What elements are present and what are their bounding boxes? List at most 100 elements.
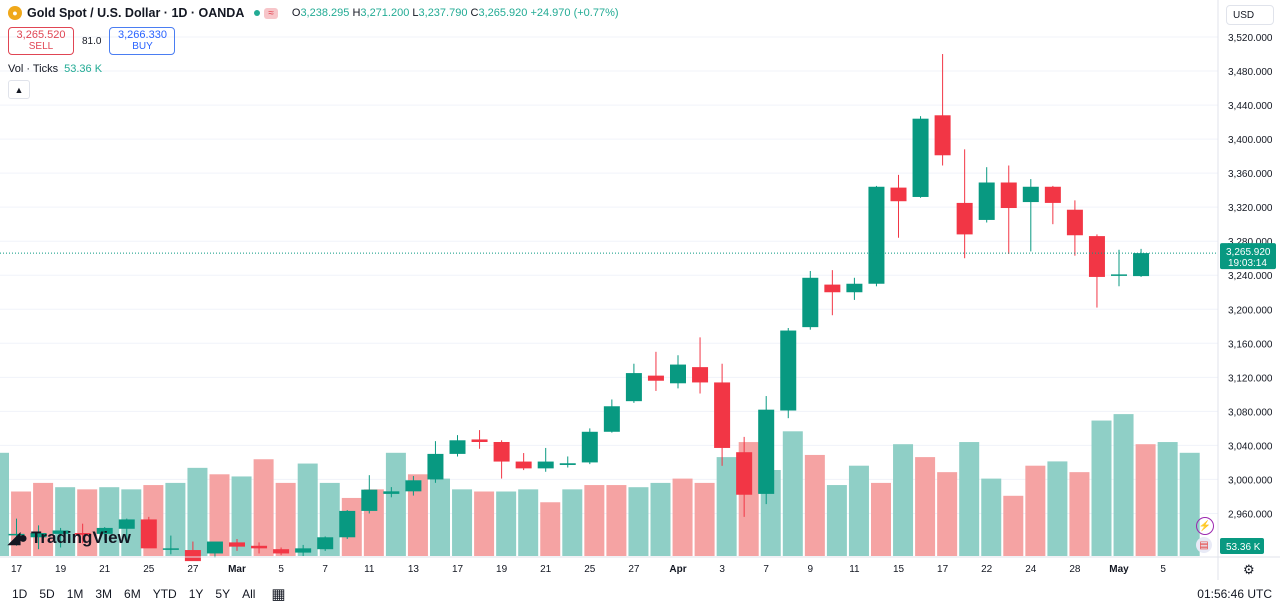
x-tick-label: 19	[55, 564, 67, 575]
candle-body	[295, 548, 312, 553]
y-tick-label: 3,440.000	[1228, 101, 1273, 112]
candle-body	[736, 452, 753, 495]
candle-body	[890, 187, 907, 202]
open-value: 3,238.295	[300, 7, 350, 19]
candle-body	[229, 542, 245, 547]
volume-bar	[1069, 472, 1090, 556]
symbol-legend: ● Gold Spot / U.S. Dollar · 1D · OANDA ≈…	[8, 6, 619, 20]
y-tick-label: 3,400.000	[1228, 135, 1273, 146]
candle-body	[978, 182, 995, 220]
volume-bar	[1135, 444, 1156, 556]
collapse-legend-button[interactable]: ▲	[8, 80, 30, 99]
x-tick-label: 5	[1160, 564, 1166, 575]
candle-body	[1000, 182, 1017, 209]
y-tick-label: 3,480.000	[1228, 67, 1273, 78]
range-1d-button[interactable]: 1D	[12, 586, 28, 601]
sell-price: 3,265.520	[16, 29, 66, 41]
candle-body	[670, 364, 686, 384]
volume-bar	[871, 482, 891, 556]
candle-body	[559, 463, 576, 465]
settings-gear-icon[interactable]: ⚙	[1243, 562, 1255, 577]
low-label: L	[412, 7, 419, 19]
buy-button[interactable]: 3,266.330 BUY	[109, 27, 176, 55]
volume-bar	[1113, 414, 1134, 556]
volume-bar	[981, 478, 1002, 556]
volume-bar	[474, 491, 495, 556]
candle-body	[1133, 253, 1150, 277]
x-tick-label: 3	[719, 564, 725, 575]
volume-bar	[1091, 420, 1112, 556]
x-tick-label: 27	[628, 564, 640, 575]
volume-bar	[452, 489, 473, 556]
y-tick-label: 3,040.000	[1228, 441, 1273, 452]
open-label: O	[291, 7, 301, 19]
x-tick-label: 28	[1069, 564, 1081, 575]
x-tick-label: 25	[584, 564, 596, 575]
volume-bar	[804, 454, 825, 556]
low-value: 3,237.790	[418, 7, 468, 19]
candle-body	[714, 382, 731, 448]
volume-bar	[782, 431, 803, 556]
candle-body	[493, 441, 510, 462]
y-tick-label: 3,160.000	[1228, 339, 1273, 350]
spread-value: 81.0	[82, 35, 102, 47]
us-flag-icon[interactable]: ▤	[1196, 537, 1212, 553]
volume-bar	[584, 485, 605, 556]
volume-bar	[650, 482, 671, 556]
data-flag-badge[interactable]: ≈	[264, 7, 278, 19]
volume-bar	[430, 478, 450, 556]
candle-body	[956, 202, 973, 235]
candle-body	[383, 491, 400, 494]
price-chart[interactable]: 3,520.000 3,480.000 3,440.000 3,400.000 3,36…	[0, 0, 1280, 580]
candle-body	[692, 367, 709, 383]
tradingview-mark-icon: ◢●	[8, 530, 28, 547]
x-tick-label: 9	[808, 564, 814, 575]
range-6m-button[interactable]: 6M	[124, 586, 141, 601]
symbol-title[interactable]: Gold Spot / U.S. Dollar · 1D · OANDA	[27, 6, 245, 20]
volume-bar	[1047, 461, 1068, 556]
volume-bar	[1179, 452, 1200, 556]
candle-body	[824, 284, 841, 293]
candle-body	[758, 409, 775, 494]
y-tick-label: 3,280.000	[1228, 237, 1273, 248]
range-3m-button[interactable]: 3M	[95, 586, 113, 601]
tradingview-logo[interactable]: ◢● TradingView	[8, 528, 131, 548]
volume-bar	[1157, 442, 1178, 556]
bottom-toolbar: 1D 5D 1M 3M 6M YTD 1Y 5Y All ▦ 01:56:46 …	[0, 580, 1280, 607]
calendar-icon[interactable]: ▦	[271, 585, 286, 603]
y-tick-label: 2,960.000	[1228, 509, 1273, 520]
logo-text: TradingView	[30, 528, 131, 547]
chevron-up-icon: ▲	[14, 84, 24, 95]
lightning-icon[interactable]: ⚡	[1196, 517, 1214, 535]
utc-clock[interactable]: 01:56:46 UTC	[1197, 587, 1272, 601]
trade-buttons: 3,265.520 SELL 81.0 3,266.330 BUY	[8, 27, 176, 55]
volume-bar	[606, 485, 627, 556]
x-tick-label: 15	[893, 564, 905, 575]
volume-legend-label: Vol · Ticks	[8, 63, 59, 75]
range-all-button[interactable]: All	[242, 586, 256, 601]
y-tick-label: 3,360.000	[1228, 169, 1273, 180]
range-1m-button[interactable]: 1M	[66, 586, 84, 601]
volume-value-box	[1220, 538, 1264, 554]
volume-legend[interactable]: Vol · Ticks 53.36 K	[8, 63, 102, 75]
sell-button[interactable]: 3,265.520 SELL	[8, 27, 74, 55]
range-ytd-button[interactable]: YTD	[152, 586, 177, 601]
countdown-label: 19:03:14	[1228, 258, 1267, 269]
x-tick-label: 27	[187, 564, 199, 575]
volume-bar	[937, 472, 958, 556]
volume-bar	[496, 491, 517, 556]
range-1y-button[interactable]: 1Y	[188, 586, 204, 601]
currency-selector[interactable]: USD	[1226, 5, 1274, 25]
candle-body	[96, 527, 113, 534]
candle-body	[780, 330, 797, 411]
range-5y-button[interactable]: 5Y	[215, 586, 231, 601]
last-price-box	[1220, 243, 1276, 270]
change-value: +24.970 (+0.77%)	[530, 7, 619, 19]
currency-label: USD	[1233, 9, 1255, 21]
range-5d-button[interactable]: 5D	[39, 586, 55, 601]
candle-body	[405, 480, 422, 492]
volume-bar	[672, 478, 693, 556]
x-tick-label: May	[1109, 564, 1129, 575]
candle-body	[625, 373, 642, 402]
y-tick-label: 3,200.000	[1228, 305, 1273, 316]
